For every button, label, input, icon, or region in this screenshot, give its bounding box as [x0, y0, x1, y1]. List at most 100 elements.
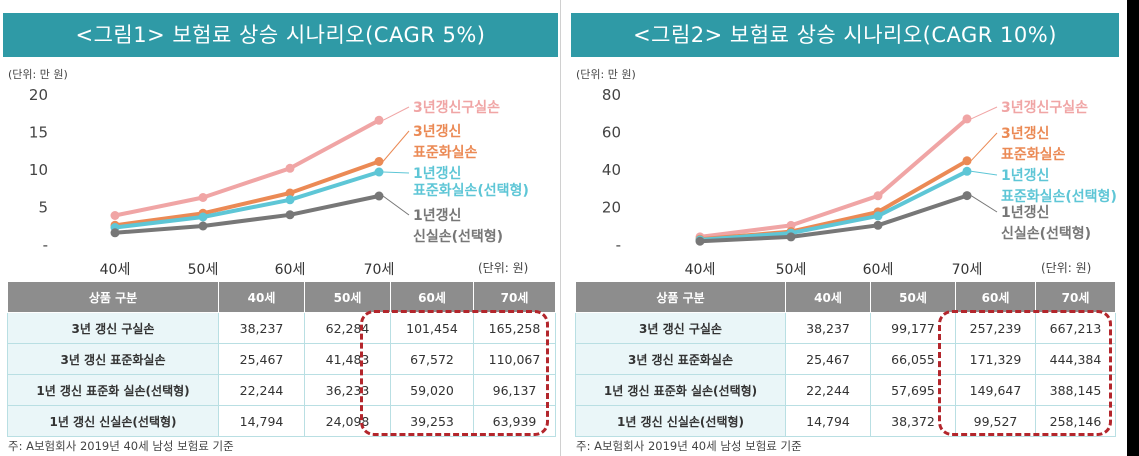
- header-cell: 60세: [390, 281, 474, 313]
- y-axis-unit: (단위: 만 원): [8, 68, 68, 81]
- series-leader-line: [382, 106, 410, 121]
- table-cell: 14,794: [785, 405, 871, 437]
- edge-bar: [1127, 0, 1139, 456]
- table-cell: 14,794: [218, 405, 305, 437]
- data-point: [285, 163, 295, 173]
- row-label: 1년 갱신 표준화 실손(선택형): [7, 374, 219, 406]
- x-tick-label: 50세: [188, 262, 219, 278]
- data-point: [374, 191, 384, 201]
- data-point: [873, 220, 883, 230]
- x-tick-label: 40세: [100, 262, 131, 278]
- row-label: 3년 갱신 표준화실손: [575, 343, 786, 375]
- y-tick-label: -: [616, 236, 621, 254]
- x-tick-label: 70세: [952, 262, 983, 278]
- table-cell: 257,239: [955, 312, 1036, 344]
- x-tick-label: 60세: [275, 262, 306, 278]
- table-cell: 57,695: [870, 374, 956, 406]
- table-cell: 667,213: [1035, 312, 1116, 344]
- series-label: 1년갱신: [1001, 204, 1049, 221]
- data-point: [695, 236, 705, 246]
- data-point: [198, 221, 208, 231]
- data-point: [962, 191, 972, 201]
- series-line: [114, 170, 380, 230]
- header-cell: 60세: [955, 281, 1036, 313]
- data-point: [374, 157, 384, 166]
- header-cell: 50세: [870, 281, 956, 313]
- table-row: 1년 갱신 신실손(선택형) 14,794 24,098 39,253 63,9…: [7, 405, 556, 437]
- table-cell: 171,329: [955, 343, 1036, 375]
- footnote: 주: A보험회사 2019년 40세 남성 보험료 기준: [8, 439, 234, 453]
- series-label: 신실손(선택형): [1001, 225, 1091, 242]
- data-point: [786, 220, 796, 230]
- x-tick-label: 60세: [863, 262, 894, 278]
- table-cell: 99,177: [870, 312, 956, 344]
- data-point: [962, 166, 972, 176]
- y-tick-label: -: [43, 236, 48, 254]
- table-cell: 110,067: [473, 343, 556, 375]
- data-point: [873, 211, 883, 221]
- data-point: [873, 191, 883, 201]
- header-cell: 70세: [473, 281, 556, 313]
- row-label: 3년 갱신 구실손: [575, 312, 786, 344]
- table-row: 3년 갱신 구실손 38,237 62,284 101,454 165,258: [7, 312, 556, 344]
- table-unit: (단위: 원): [478, 261, 529, 275]
- series-label: 표준화실손: [1001, 147, 1066, 163]
- chart-title: <그림2> 보험료 상승 시나리오(CAGR 10%): [571, 13, 1119, 57]
- table-cell: 62,284: [304, 312, 391, 344]
- table-cell: 444,384: [1035, 343, 1116, 375]
- table-row: 1년 갱신 표준화 실손(선택형) 22,244 57,695 149,647 …: [575, 374, 1116, 406]
- premium-table: 상품 구분 40세 50세 60세 70세 3년 갱신 구실손 38,237 9…: [575, 281, 1116, 437]
- y-tick-label: 5: [38, 199, 48, 217]
- series-line: [699, 169, 968, 242]
- premium-table: 상품 구분 40세 50세 60세 70세 3년 갱신 구실손 38,237 6…: [7, 281, 556, 437]
- table-row: 3년 갱신 표준화실손 25,467 41,483 67,572 110,067: [7, 343, 556, 375]
- data-point: [110, 228, 120, 238]
- table-row: 3년 갱신 표준화실손 25,467 66,055 171,329 444,38…: [575, 343, 1116, 375]
- data-point: [285, 188, 295, 198]
- row-label: 1년 갱신 신실손(선택형): [575, 405, 786, 437]
- y-tick-label: 40: [602, 161, 621, 179]
- y-tick-label: 10: [29, 161, 48, 179]
- x-tick-label: 50세: [776, 262, 807, 278]
- data-point: [962, 114, 972, 124]
- data-point: [962, 156, 972, 166]
- series-line: [114, 159, 380, 228]
- series-label: 표준화실손(선택형): [413, 182, 529, 199]
- series-label: 표준화실손(선택형): [1001, 188, 1117, 205]
- series-leader-line: [382, 171, 410, 174]
- series-line: [699, 159, 968, 242]
- chart-title: <그림1> 보험료 상승 시나리오(CAGR 5%): [3, 13, 558, 57]
- series-leader-line: [382, 195, 410, 216]
- series-leader-line: [970, 106, 998, 120]
- series-label: 표준화실손: [413, 145, 478, 161]
- data-point: [110, 211, 120, 220]
- header-cell: 40세: [785, 281, 871, 313]
- table-cell: 149,647: [955, 374, 1036, 406]
- y-tick-label: 60: [602, 124, 621, 142]
- y-tick-label: 20: [602, 199, 621, 217]
- header-cell: 50세: [304, 281, 391, 313]
- table-cell: 99,527: [955, 405, 1036, 437]
- table-cell: 36,233: [304, 374, 391, 406]
- table-row: 3년 갱신 구실손 38,237 99,177 257,239 667,213: [575, 312, 1116, 344]
- series-leader-line: [970, 170, 998, 176]
- series-line: [114, 194, 380, 235]
- chart-panel-cagr10: <그림2> 보험료 상승 시나리오(CAGR 10%) (단위: 만 원) 80…: [571, 0, 1119, 453]
- y-tick-label: 20: [29, 86, 48, 104]
- table-cell: 258,146: [1035, 405, 1116, 437]
- header-cell: 상품 구분: [575, 281, 786, 313]
- series-label: 1년갱신: [413, 165, 461, 182]
- table-cell: 66,055: [870, 343, 956, 375]
- table-header-row: 상품 구분 40세 50세 60세 70세: [575, 281, 1116, 313]
- table-cell: 59,020: [390, 374, 474, 406]
- panel-divider: [560, 0, 561, 456]
- table-cell: 67,572: [390, 343, 474, 375]
- chart-panel-cagr5: <그림1> 보험료 상승 시나리오(CAGR 5%) (단위: 만 원) 20 1…: [3, 0, 558, 453]
- series-label: 3년갱신: [1001, 125, 1049, 142]
- x-tick-label: 70세: [364, 262, 395, 278]
- header-cell: 70세: [1035, 281, 1116, 313]
- data-point: [374, 167, 384, 177]
- footnote: 주: A보험회사 2019년 40세 남성 보험료 기준: [576, 439, 802, 453]
